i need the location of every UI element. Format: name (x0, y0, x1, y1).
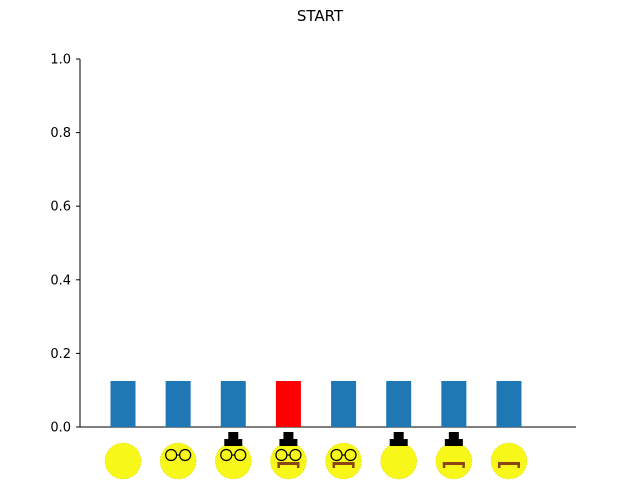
face-icon (380, 442, 418, 480)
category-face (380, 432, 418, 480)
axes: 0.0 0.2 0.4 0.6 0.8 1.0 (50, 53, 576, 436)
mustache-left-tip-icon (332, 462, 336, 468)
y-tick-label: 0.0 (50, 421, 71, 436)
hat-brim-icon (389, 439, 408, 446)
mustache-left-tip-icon (497, 462, 501, 468)
bars (110, 381, 522, 427)
mustache-icon (442, 462, 465, 465)
face-icon (325, 442, 362, 480)
category-face (214, 432, 252, 480)
hat-brim-icon (279, 439, 298, 446)
bar (220, 381, 246, 427)
mustache-right-tip-icon (517, 462, 520, 468)
mustache-icon (332, 462, 355, 465)
y-tick-label: 0.6 (50, 200, 71, 215)
mustache-left-tip-icon (442, 462, 446, 468)
mustache-right-tip-icon (352, 462, 355, 468)
face-icon (159, 442, 197, 480)
mustache-left-tip-icon (277, 462, 280, 468)
hat-crown-icon (283, 432, 294, 440)
bar (331, 381, 357, 427)
face-icon (270, 442, 307, 480)
bar (496, 381, 522, 427)
bar (110, 381, 136, 427)
mustache-icon (497, 462, 520, 465)
mustache-right-tip-icon (296, 462, 300, 468)
category-face (435, 432, 473, 480)
category-face (270, 432, 307, 480)
face-icon (214, 442, 252, 480)
y-tick-label: 0.2 (50, 347, 71, 362)
face-icon (435, 442, 473, 480)
mustache-icon (277, 462, 300, 465)
y-tick-label: 0.4 (50, 273, 71, 288)
hat-brim-icon (224, 439, 243, 446)
category-face (104, 442, 142, 480)
bar (275, 381, 301, 427)
y-tick-label: 1.0 (50, 53, 71, 68)
category-face (325, 442, 362, 480)
bar (386, 381, 412, 427)
hat-crown-icon (448, 432, 459, 440)
mustache-right-tip-icon (462, 462, 465, 468)
y-tick-label: 0.8 (50, 126, 71, 141)
category-face (159, 442, 197, 480)
hat-crown-icon (228, 432, 239, 440)
hat-crown-icon (393, 432, 404, 440)
chart-title: START (296, 7, 344, 25)
bar (165, 381, 191, 427)
category-faces (104, 432, 528, 480)
bar (441, 381, 467, 427)
hat-brim-icon (444, 439, 463, 446)
face-icon (104, 442, 142, 480)
category-face (490, 442, 528, 480)
face-icon (490, 442, 528, 480)
